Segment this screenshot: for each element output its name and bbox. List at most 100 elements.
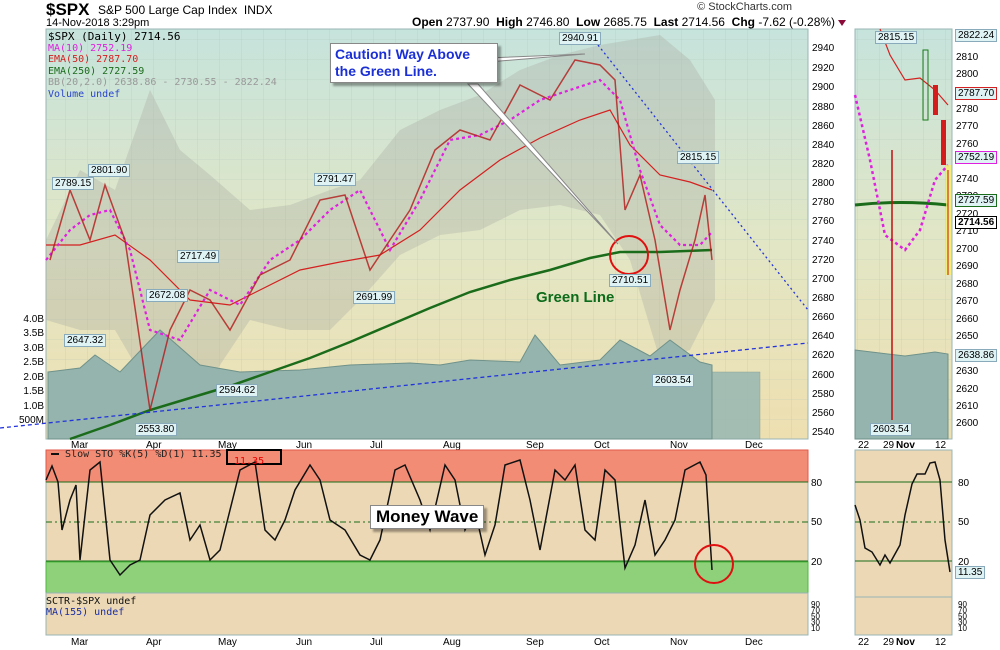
svg-text:90: 90 (958, 600, 967, 609)
low-value: 2685.75 (603, 15, 647, 29)
tag-last: 2714.56 (955, 216, 998, 229)
svg-text:2620: 2620 (956, 384, 979, 395)
svg-text:2700: 2700 (956, 244, 979, 255)
svg-text:2840: 2840 (812, 140, 835, 151)
tag-ema50: 2787.70 (955, 87, 998, 100)
svg-text:2780: 2780 (812, 197, 835, 208)
svg-text:90: 90 (811, 600, 820, 609)
svg-text:29: 29 (883, 637, 895, 648)
sctr-legend-1: SCTR-$SPX undef (46, 596, 137, 607)
price-y-axis: 2940 2920 2900 2880 2860 2840 2820 2800 2780 2760… (812, 43, 835, 438)
svg-text:50: 50 (811, 517, 823, 528)
price-label: 2672.08 (146, 289, 189, 302)
svg-text:Oct: Oct (594, 637, 610, 648)
svg-text:3.5B: 3.5B (23, 328, 44, 339)
index-name: S&P 500 Large Cap Index INDX (98, 3, 273, 17)
svg-text:Dec: Dec (745, 440, 763, 451)
svg-text:2810: 2810 (956, 52, 979, 63)
volume-y-axis: 4.0B 3.5B 3.0B 2.5B 2.0B 1.5B 1.0B 500M (19, 314, 44, 426)
ohlc-bar: Open 2737.90 High 2746.80 Low 2685.75 La… (412, 15, 847, 29)
svg-text:22: 22 (858, 440, 870, 451)
svg-text:2630: 2630 (956, 366, 979, 377)
svg-text:2560: 2560 (812, 408, 835, 419)
high-label: High (496, 15, 523, 29)
price-label: 2553.80 (135, 423, 178, 436)
svg-text:Jun: Jun (296, 440, 312, 451)
svg-text:500M: 500M (19, 415, 44, 426)
svg-text:Apr: Apr (146, 637, 162, 648)
svg-text:May: May (218, 440, 237, 451)
x-axis-bottom: Mar Apr May Jun Jul Aug Sep Oct Nov Dec (71, 637, 763, 648)
price-label: 2791.47 (314, 173, 357, 186)
svg-text:2760: 2760 (956, 139, 979, 150)
svg-text:2.5B: 2.5B (23, 357, 44, 368)
svg-text:Jun: Jun (296, 637, 312, 648)
chg-value: -7.62 (-0.28%) (758, 15, 836, 29)
price-label: 2691.99 (353, 291, 396, 304)
svg-text:2800: 2800 (812, 178, 835, 189)
svg-text:2650: 2650 (956, 331, 979, 342)
svg-text:10: 10 (811, 624, 820, 633)
svg-text:70: 70 (958, 606, 967, 615)
zoom-price-panel (853, 28, 953, 440)
stochastic-value-box: 11.35 (226, 449, 282, 467)
price-label: 2647.32 (64, 334, 107, 347)
zoom-high-label: 2815.15 (875, 31, 918, 44)
svg-text:Nov: Nov (896, 637, 915, 648)
sctr-legend-2: MA(155) undef (46, 607, 125, 618)
svg-text:2640: 2640 (812, 331, 835, 342)
stochastic-value: 11.35 (234, 456, 265, 467)
svg-text:12: 12 (935, 637, 947, 648)
symbol: $SPX (46, 0, 90, 19)
svg-text:Jul: Jul (370, 637, 383, 648)
svg-text:2760: 2760 (812, 216, 835, 227)
legend-bb: BB(20,2.0) 2638.86 - 2730.55 - 2822.24 (48, 77, 277, 88)
last-value: 2714.56 (681, 15, 725, 29)
svg-text:2.0B: 2.0B (23, 372, 44, 383)
svg-text:2940: 2940 (812, 43, 835, 54)
svg-text:Mar: Mar (71, 637, 89, 648)
price-label: 2594.62 (216, 384, 259, 397)
down-arrow-icon (838, 19, 847, 26)
stochastic-legend-text: Slow STO %K(5) %D(1) 11.35 (65, 449, 222, 460)
legend-volume: Volume undef (48, 88, 121, 100)
svg-text:2660: 2660 (812, 312, 835, 323)
stochastic-legend: Slow STO %K(5) %D(1) 11.35 (51, 449, 222, 460)
svg-text:Oct: Oct (594, 440, 610, 451)
svg-text:2660: 2660 (956, 314, 979, 325)
svg-text:2880: 2880 (812, 102, 835, 113)
svg-text:12: 12 (935, 440, 947, 451)
legend-price: $SPX (Daily) 2714.56 (48, 30, 181, 43)
exchange-text: INDX (243, 3, 273, 17)
legend-ema50: EMA(50) 2787.70 (48, 54, 139, 65)
svg-text:80: 80 (958, 478, 970, 489)
legend-ma10: MA(10) 2752.19 (48, 42, 133, 54)
price-panel (0, 28, 809, 513)
svg-text:3.0B: 3.0B (23, 343, 44, 354)
svg-text:2860: 2860 (812, 121, 835, 132)
open-label: Open (412, 15, 443, 29)
price-label: 2789.15 (52, 177, 95, 190)
svg-text:2780: 2780 (956, 104, 979, 115)
svg-text:2700: 2700 (812, 274, 835, 285)
sctr-legend: SCTR-$SPX undef MA(155) undef (46, 596, 136, 618)
datetime: 14-Nov-2018 3:29pm (46, 17, 150, 29)
legend-swatch (51, 453, 59, 455)
svg-text:Nov: Nov (670, 637, 688, 648)
svg-text:Sep: Sep (526, 637, 544, 648)
svg-text:2720: 2720 (956, 209, 979, 220)
legend-ema250: EMA(250) 2727.59 (48, 65, 145, 77)
svg-text:Nov: Nov (670, 440, 688, 451)
svg-text:2720: 2720 (812, 255, 835, 266)
svg-text:Apr: Apr (146, 440, 162, 451)
svg-text:2620: 2620 (812, 350, 835, 361)
svg-text:2690: 2690 (956, 261, 979, 272)
price-label: 2710.51 (609, 274, 652, 287)
price-label: 2603.54 (652, 374, 695, 387)
price-label: 2940.91 (559, 32, 602, 45)
sctr-panel (45, 592, 809, 636)
svg-text:2740: 2740 (956, 174, 979, 185)
svg-text:4.0B: 4.0B (23, 314, 44, 325)
